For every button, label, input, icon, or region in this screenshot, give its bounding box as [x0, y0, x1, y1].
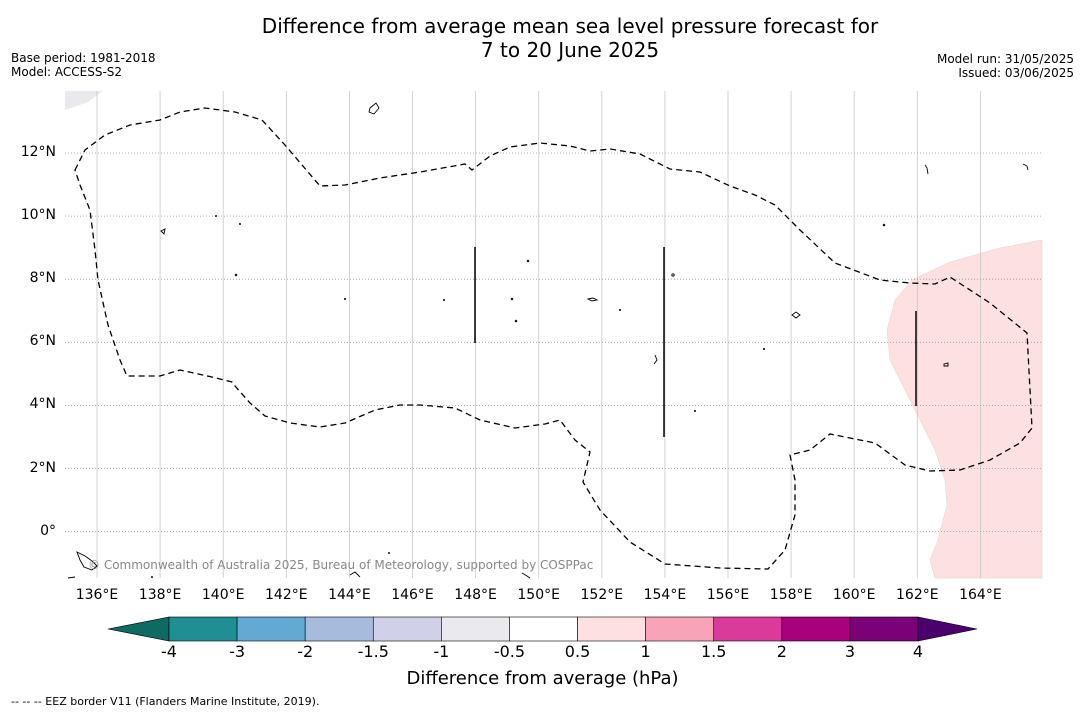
colorbar — [107, 616, 978, 642]
x-tick-label: 144°E — [328, 587, 371, 603]
positive-anomaly-region — [886, 239, 1043, 579]
plot-area — [65, 91, 1042, 578]
colorbar-under-arrow — [107, 616, 170, 642]
graticule — [65, 91, 1042, 578]
colorbar-box — [713, 616, 783, 642]
colorbar-tick-label: -1 — [433, 642, 450, 661]
x-tick-label: 160°E — [832, 587, 876, 603]
x-tick-label: 164°E — [959, 587, 1002, 603]
y-tick-label: 8°N — [29, 270, 56, 287]
colorbar-box — [577, 616, 646, 642]
x-tick-label: 152°E — [580, 587, 624, 603]
colorbar-tick-label: -2 — [297, 642, 314, 661]
corner-shading — [65, 91, 103, 110]
colorbar-box — [781, 616, 851, 642]
x-tick-label: 148°E — [454, 587, 497, 603]
y-tick-label: 0° — [40, 522, 56, 539]
colorbar-tick-label: 3 — [844, 642, 855, 661]
islands — [67, 102, 1029, 579]
colorbar-title: Difference from average (hPa) — [406, 668, 679, 689]
x-tick-label: 154°E — [643, 587, 687, 603]
colorbar-box — [509, 616, 578, 642]
x-tick-label: 138°E — [138, 587, 182, 603]
y-tick-label: 10°N — [20, 207, 56, 224]
map-title: Difference from average mean sea level p… — [170, 14, 970, 62]
title-line-1: Difference from average mean sea level p… — [261, 14, 879, 38]
x-tick-label: 158°E — [769, 587, 813, 603]
colorbar-tick-label: 4 — [912, 642, 924, 661]
colorbar-box — [849, 616, 919, 642]
y-tick-label: 2°N — [29, 459, 56, 476]
colorbar-boxes — [168, 616, 919, 642]
x-tick-label: 140°E — [201, 587, 245, 603]
colorbar-tick-label: 1.5 — [700, 642, 727, 661]
colorbar-box — [304, 616, 374, 642]
issued-date: Issued: 03/06/2025 — [958, 66, 1074, 80]
colorbar-tick-label: 0.5 — [564, 642, 591, 661]
colorbar-tick-label: -0.5 — [493, 642, 526, 661]
x-tick-label: 162°E — [896, 587, 939, 603]
x-tick-label: 136°E — [75, 587, 119, 603]
colorbar-box — [645, 616, 715, 642]
x-tick-label: 146°E — [391, 587, 434, 603]
colorbar-box — [441, 616, 510, 642]
x-tick-label: 156°E — [706, 587, 750, 603]
y-tick-label: 12°N — [20, 144, 56, 160]
colorbar-box — [168, 616, 238, 642]
model-run: Model run: 31/05/2025 — [936, 52, 1074, 66]
meta-right: Model run: 31/05/2025 Issued: 03/06/2025 — [937, 52, 1074, 80]
x-tick-label: 142°E — [265, 587, 308, 603]
eez-legend-note: -- -- -- EEZ border V11 (Flanders Marine… — [11, 695, 320, 708]
colorbar-box — [372, 616, 442, 642]
x-tick-label: 150°E — [517, 587, 560, 603]
meta-left: Base period: 1981-2018 Model: ACCESS-S2 — [11, 51, 156, 79]
colorbar-box — [236, 616, 306, 642]
model-name: Model: ACCESS-S2 — [11, 65, 123, 79]
colorbar-tick-label: -4 — [161, 642, 177, 661]
y-tick-label: 6°N — [29, 333, 56, 350]
colorbar-tick-label: 2 — [776, 642, 787, 661]
colorbar-over-arrow — [917, 616, 978, 642]
y-tick-label: 4°N — [29, 396, 56, 413]
copyright-notice: © Commonwealth of Australia 2025, Bureau… — [88, 558, 594, 572]
colorbar-tick-label: -1.5 — [357, 642, 389, 661]
base-period: Base period: 1981-2018 — [11, 51, 156, 65]
colorbar-tick-label: 1 — [640, 642, 651, 661]
colorbar-tick-label: -3 — [229, 642, 246, 661]
title-line-2: 7 to 20 June 2025 — [480, 38, 660, 62]
